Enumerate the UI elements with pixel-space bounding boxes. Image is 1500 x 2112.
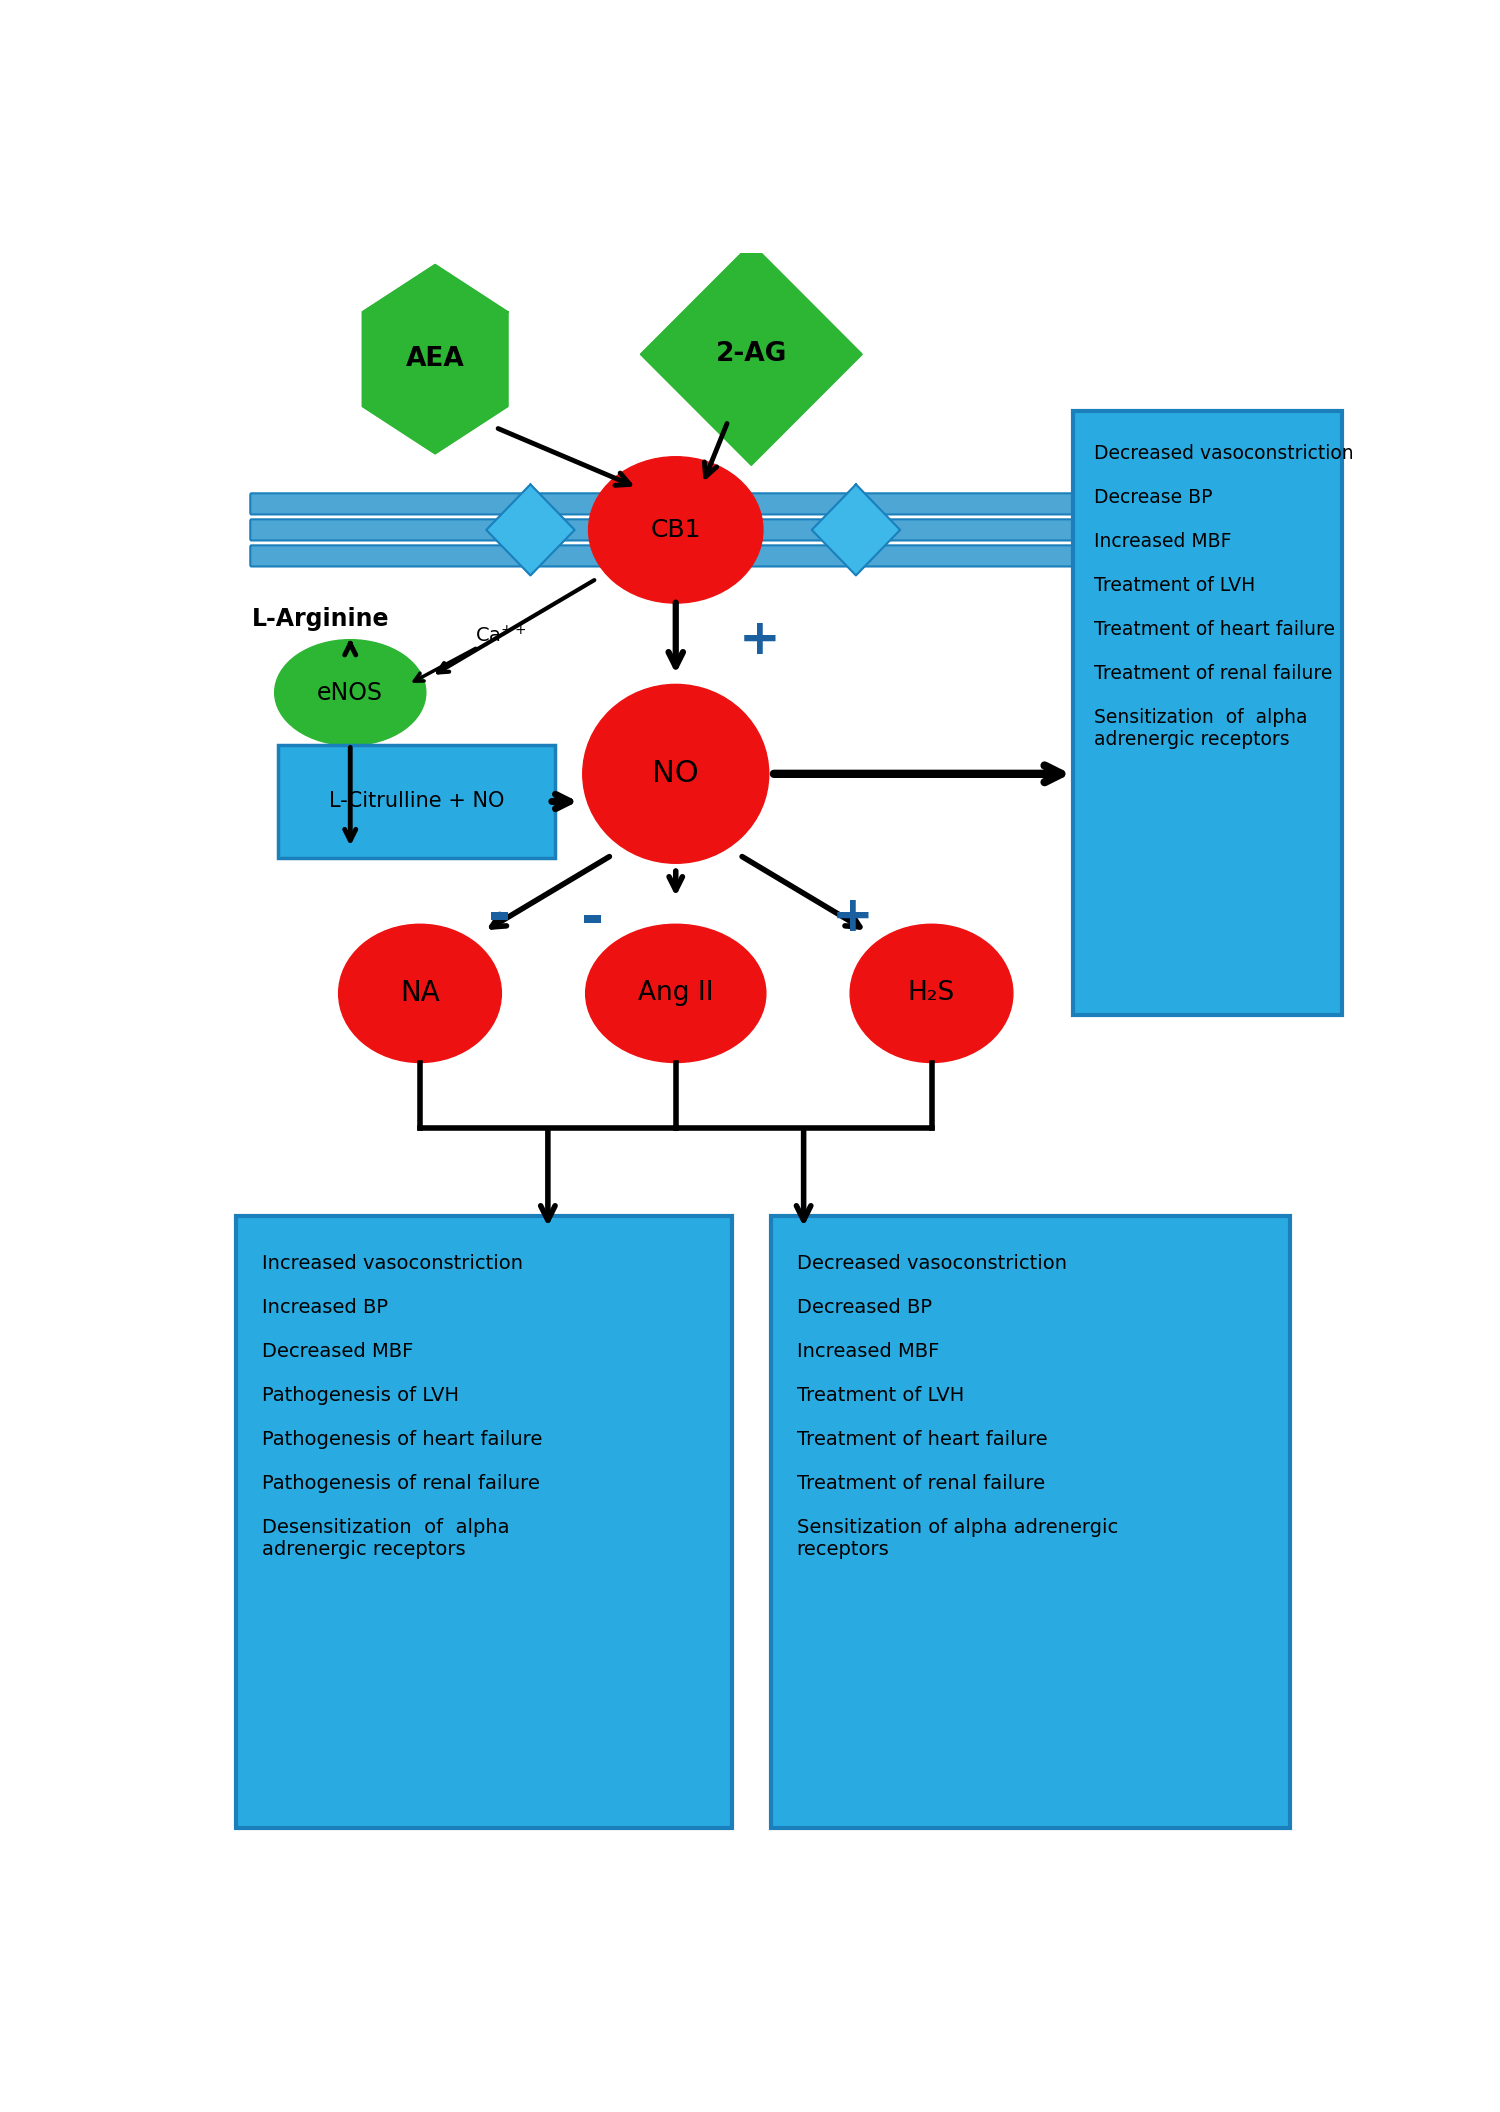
Ellipse shape: [274, 640, 426, 746]
Text: eNOS: eNOS: [318, 680, 384, 705]
Ellipse shape: [588, 456, 764, 604]
Text: L-Arginine: L-Arginine: [252, 608, 388, 631]
Text: -: -: [580, 893, 603, 946]
Text: H₂S: H₂S: [908, 980, 956, 1007]
FancyBboxPatch shape: [1074, 412, 1342, 1014]
Ellipse shape: [850, 925, 1012, 1062]
Polygon shape: [812, 484, 900, 574]
Text: Ang II: Ang II: [638, 980, 714, 1007]
Text: CB1: CB1: [651, 517, 700, 543]
Text: NO: NO: [652, 760, 699, 788]
Text: +: +: [831, 893, 873, 942]
FancyBboxPatch shape: [251, 494, 1072, 515]
Ellipse shape: [585, 925, 766, 1062]
Text: -: -: [488, 889, 510, 944]
FancyBboxPatch shape: [771, 1217, 1290, 1827]
Ellipse shape: [339, 925, 501, 1062]
Text: Decreased vasoconstriction

Decrease BP

Increased MBF

Treatment of LVH

Treatm: Decreased vasoconstriction Decrease BP I…: [1094, 444, 1354, 750]
Polygon shape: [640, 243, 861, 465]
FancyBboxPatch shape: [251, 545, 1072, 566]
Text: 2-AG: 2-AG: [716, 342, 788, 367]
FancyBboxPatch shape: [251, 520, 1072, 541]
FancyBboxPatch shape: [237, 1217, 732, 1827]
Text: AEA: AEA: [405, 346, 465, 372]
Text: Increased vasoconstriction

Increased BP

Decreased MBF

Pathogenesis of LVH

Pa: Increased vasoconstriction Increased BP …: [262, 1255, 543, 1559]
Text: Decreased vasoconstriction

Decreased BP

Increased MBF

Treatment of LVH

Treat: Decreased vasoconstriction Decreased BP …: [796, 1255, 1118, 1559]
FancyBboxPatch shape: [278, 746, 555, 857]
Polygon shape: [486, 484, 574, 574]
Text: L-Citrulline + NO: L-Citrulline + NO: [328, 792, 504, 811]
Text: Ca$^{++}$: Ca$^{++}$: [476, 625, 528, 646]
Text: +: +: [738, 617, 780, 665]
Text: NA: NA: [400, 980, 439, 1007]
Polygon shape: [363, 264, 507, 454]
Ellipse shape: [582, 684, 768, 864]
